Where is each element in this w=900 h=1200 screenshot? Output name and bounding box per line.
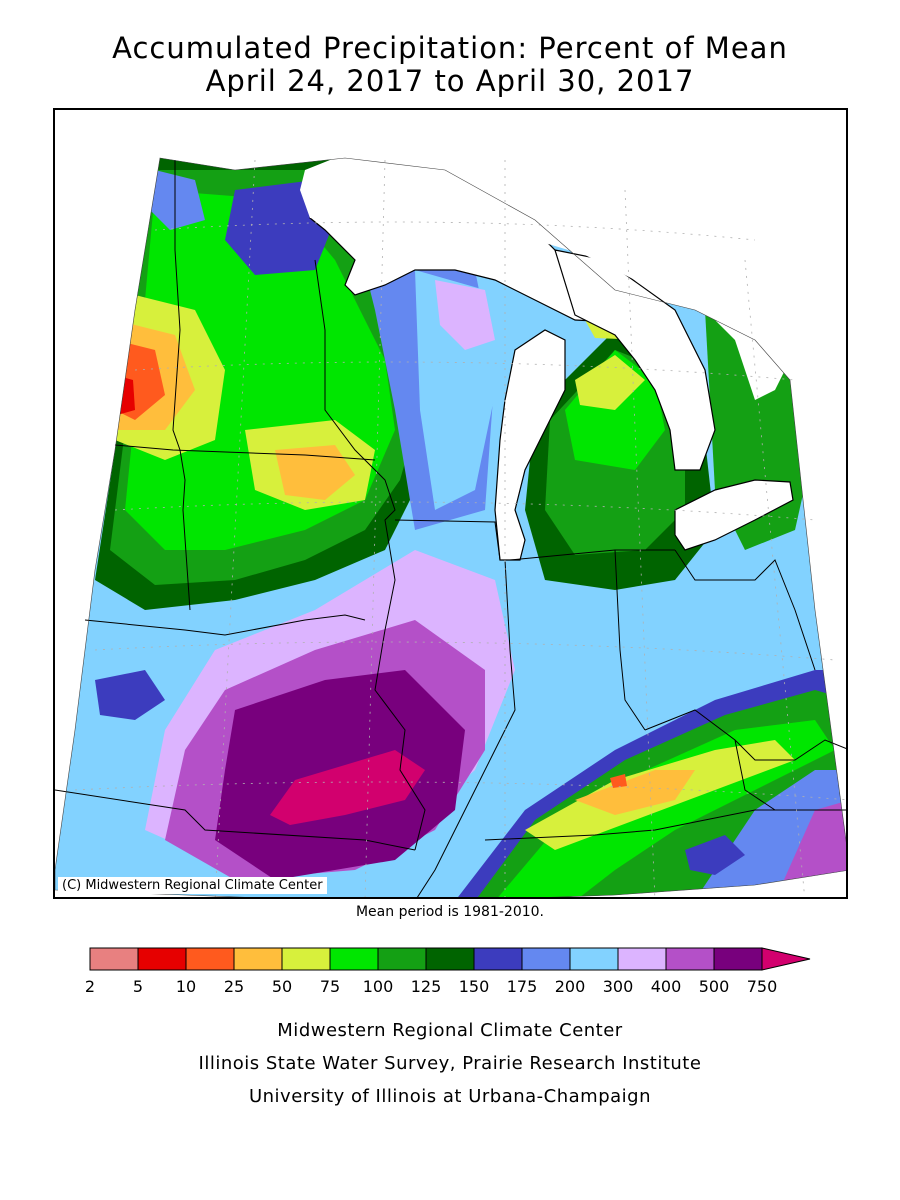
legend-tick-label: 150 — [459, 977, 490, 996]
legend-tick-label: 75 — [320, 977, 340, 996]
state-boundaries — [55, 160, 846, 897]
legend-tick-label: 5 — [133, 977, 143, 996]
canada-mask — [300, 150, 785, 400]
precipitation-map: (C) Midwestern Regional Climate Center — [53, 108, 848, 899]
graticule — [74, 159, 846, 897]
map-canvas — [55, 150, 846, 897]
legend-swatch-7 — [425, 947, 475, 971]
legend-tick-label: 500 — [699, 977, 730, 996]
legend-swatch-11 — [617, 947, 667, 971]
legend-swatch-1 — [137, 947, 187, 971]
legend-tick-label: 125 — [411, 977, 442, 996]
legend-swatch-4 — [281, 947, 331, 971]
legend-swatch-10 — [569, 947, 619, 971]
legend-swatch-6 — [377, 947, 427, 971]
legend-tick-label: 300 — [603, 977, 634, 996]
legend-tick-label: 2 — [85, 977, 95, 996]
domain-outline — [55, 157, 846, 897]
credit-line-3: University of Illinois at Urbana-Champai… — [248, 1086, 652, 1107]
lakes-and-canada — [304, 164, 794, 561]
mean-period-note: Mean period is 1981-2010. — [355, 904, 545, 920]
legend-swatch-5 — [329, 947, 379, 971]
legend-swatch-3 — [233, 947, 283, 971]
legend-swatch-8 — [473, 947, 523, 971]
legend-tick-label: 400 — [651, 977, 682, 996]
color-legend: 2 5 10 25 50 75 100 125 150 175 200 300 400 500 750 — [85, 947, 811, 996]
legend-tick-label: 50 — [272, 977, 292, 996]
legend-overflow-arrow — [761, 947, 811, 971]
legend-swatch-9 — [521, 947, 571, 971]
legend-tick-label: 175 — [507, 977, 538, 996]
legend-tick-label: 200 — [555, 977, 586, 996]
map-title-line-2: April 24, 2017 to April 30, 2017 — [205, 64, 695, 98]
legend-swatch-12 — [665, 947, 715, 971]
legend-tick-label: 750 — [747, 977, 778, 996]
legend-swatch-2 — [185, 947, 235, 971]
credit-line-2: Illinois State Water Survey, Prairie Res… — [198, 1053, 702, 1074]
copyright-label: (C) Midwestern Regional Climate Center — [58, 877, 327, 894]
legend-tick-label: 10 — [176, 977, 196, 996]
legend-tick-label: 25 — [224, 977, 244, 996]
map-title-line-1: Accumulated Precipitation: Percent of Me… — [112, 31, 788, 65]
legend-tick-label: 100 — [363, 977, 394, 996]
legend-swatch-13 — [713, 947, 763, 971]
credit-line-1: Midwestern Regional Climate Center — [277, 1020, 623, 1041]
legend-swatch-0 — [89, 947, 139, 971]
